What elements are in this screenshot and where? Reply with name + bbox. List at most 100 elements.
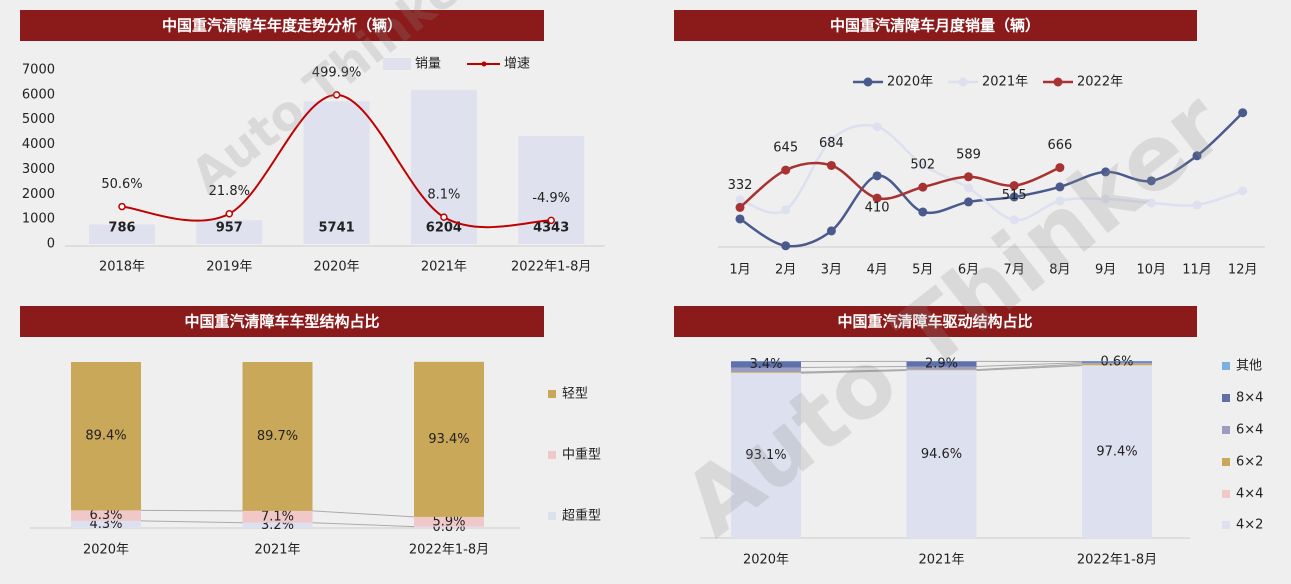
series-point (1146, 198, 1156, 208)
legend-label: 8×4 (1236, 391, 1263, 406)
data-label: 6.3% (89, 508, 122, 523)
series-point (964, 172, 973, 182)
bar-segment (71, 362, 141, 511)
legend-swatch (1222, 490, 1230, 498)
series-connector (312, 522, 415, 528)
series-point (964, 197, 973, 207)
chart-title: 中国重汽清障车月度销量（辆） (830, 17, 1040, 35)
series-point (1146, 176, 1156, 186)
bar-label: 4343 (533, 221, 569, 236)
y-tick-label: 4000 (22, 137, 55, 152)
y-tick-label: 6000 (22, 87, 55, 102)
x-tick-label: 9月 (1095, 263, 1116, 278)
legend-label: 4×4 (1236, 487, 1263, 502)
x-tick-label: 2020年 (314, 260, 360, 275)
x-tick-label: 2020年 (743, 553, 789, 568)
x-tick-label: 8月 (1049, 263, 1070, 278)
growth-point (225, 209, 234, 218)
series-point (918, 207, 928, 217)
growth-point (118, 202, 126, 211)
growth-point (440, 213, 448, 221)
data-label: 7.1% (261, 509, 294, 524)
bar-segment (414, 361, 484, 517)
legend-dot (863, 77, 873, 87)
series-point (781, 241, 791, 251)
series-point (1238, 186, 1248, 196)
legend-label: 2020年 (887, 75, 933, 90)
growth-label: 8.1% (427, 188, 460, 203)
legend-label: 增速 (504, 57, 530, 72)
series-point (918, 160, 928, 170)
bar-segment (906, 369, 977, 371)
legend-label: 超重型 (562, 508, 601, 524)
bar-label: 5741 (319, 221, 355, 236)
x-tick-label: 2月 (775, 263, 796, 278)
legend-swatch (1222, 521, 1230, 529)
bar (89, 224, 155, 244)
data-label: 0.6% (1100, 355, 1133, 370)
series-point (1055, 163, 1065, 173)
legend-dot (1053, 77, 1063, 87)
series-connector (976, 364, 1083, 371)
x-tick-label: 2019年 (206, 260, 252, 275)
series-connector (800, 369, 907, 373)
legend-dot (958, 77, 968, 87)
series-connector (800, 365, 907, 369)
data-label: 410 (865, 201, 890, 216)
series-connector (312, 510, 415, 518)
series-connector (800, 369, 907, 374)
series-point (872, 171, 882, 181)
legend-swatch (1222, 362, 1230, 370)
legend-label: 其他 (1236, 359, 1262, 374)
bar-segment (731, 367, 801, 372)
data-label: 589 (956, 147, 981, 162)
data-label: 5.9% (432, 514, 465, 529)
bar-segment (731, 373, 801, 538)
series-point (826, 135, 836, 145)
data-label: 97.4% (1096, 444, 1137, 459)
bar-label: 786 (108, 221, 135, 236)
bar-segment (906, 366, 977, 370)
legend-swatch (1222, 426, 1230, 434)
legend-label: 2022年 (1077, 75, 1123, 90)
bar-segment (71, 520, 141, 528)
x-tick-label: 2022年1-8月 (511, 260, 591, 275)
series-point (1009, 181, 1019, 191)
bar-segment (731, 372, 801, 374)
data-label: 684 (819, 136, 844, 151)
y-tick-label: 1000 (22, 212, 55, 227)
x-tick-label: 10月 (1137, 263, 1167, 278)
series-point (964, 183, 973, 193)
bar-segment (242, 510, 313, 523)
bar-segment (414, 526, 484, 528)
data-label: 332 (728, 178, 753, 193)
x-tick-label: 5月 (912, 263, 933, 278)
x-tick-label: 1月 (729, 263, 750, 278)
bar-segment (1082, 361, 1152, 363)
series-connector (976, 362, 1083, 367)
bar-label: 957 (216, 221, 243, 236)
series-point (1055, 182, 1065, 192)
series-point (1192, 200, 1202, 210)
legend-swatch (383, 58, 411, 70)
chart-title: 中国重汽清障车驱动结构占比 (837, 313, 1032, 331)
growth-label: 499.9% (312, 65, 362, 80)
bar-segment (906, 370, 977, 538)
bar-segment (1082, 365, 1152, 538)
bar-segment (906, 361, 977, 367)
title-bar (20, 306, 544, 337)
y-tick-label: 3000 (22, 162, 55, 177)
x-tick-label: 2021年 (254, 543, 300, 558)
series-point (1009, 192, 1019, 202)
growth-label: 21.8% (209, 184, 250, 199)
x-tick-label: 2021年 (421, 260, 467, 275)
data-label: 2.9% (925, 356, 958, 371)
bar-segment (414, 516, 484, 527)
series-point (1055, 196, 1065, 206)
title-bar (20, 10, 544, 41)
data-label: 93.4% (428, 432, 469, 447)
legend-label: 2021年 (982, 75, 1028, 90)
series-connector (976, 363, 1083, 371)
data-label: 3.4% (749, 357, 782, 372)
legend-swatch (548, 390, 556, 398)
